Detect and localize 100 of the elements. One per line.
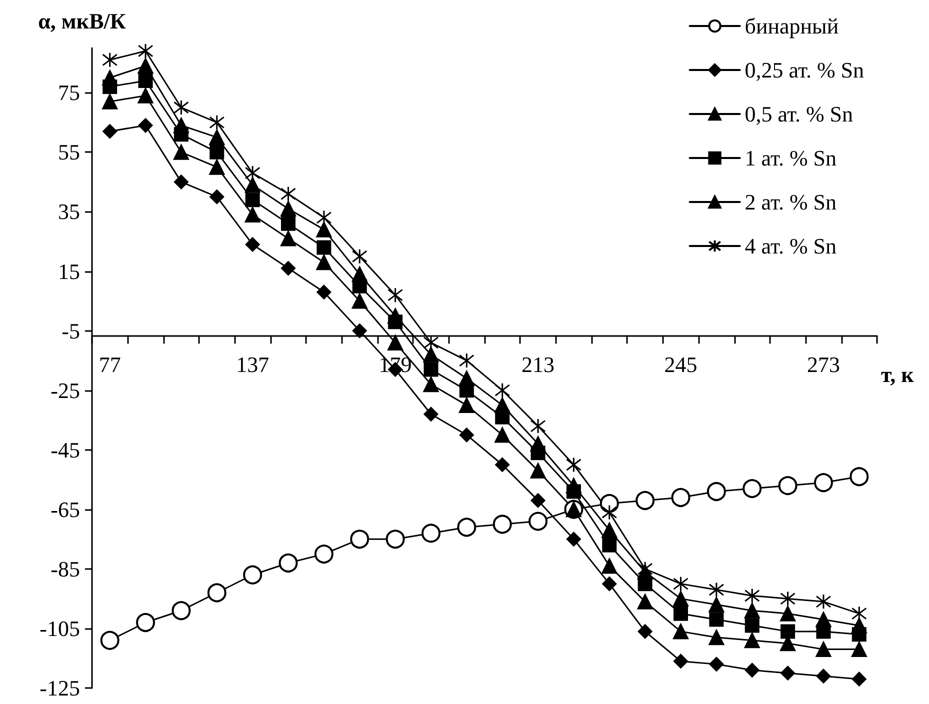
y-tick-label: 55 <box>58 140 80 165</box>
point <box>243 565 262 584</box>
point <box>350 530 370 549</box>
point <box>744 662 760 678</box>
point <box>708 596 724 612</box>
point <box>673 576 688 592</box>
point <box>138 73 153 88</box>
point <box>102 70 118 86</box>
legend-label: 0,25 ат. % Sn <box>744 58 864 82</box>
point <box>174 174 188 190</box>
legend-label: бинарный <box>744 14 839 38</box>
point <box>708 630 724 646</box>
point <box>281 261 296 276</box>
point <box>280 186 296 202</box>
point <box>780 590 796 606</box>
point <box>100 630 120 650</box>
point <box>388 308 404 324</box>
point <box>673 590 688 606</box>
point <box>816 668 831 684</box>
point <box>495 457 510 472</box>
point <box>138 118 153 133</box>
point <box>316 254 332 270</box>
point <box>709 612 724 627</box>
point <box>566 478 582 494</box>
point <box>352 266 368 282</box>
point <box>852 672 866 686</box>
point <box>245 237 260 252</box>
point <box>494 397 510 413</box>
point <box>138 88 154 104</box>
point <box>851 642 867 658</box>
point <box>850 467 869 486</box>
x-tick-label: 137 <box>236 352 270 378</box>
point <box>244 206 260 222</box>
point <box>458 352 474 368</box>
point <box>280 230 296 246</box>
point <box>602 558 618 574</box>
point <box>566 532 581 546</box>
point <box>673 624 688 640</box>
x-tick-label: 213 <box>522 352 555 378</box>
point <box>210 190 224 204</box>
point <box>674 654 688 668</box>
point <box>102 124 118 139</box>
point <box>814 473 833 492</box>
point <box>566 456 582 472</box>
point <box>494 427 510 443</box>
point <box>424 362 438 377</box>
point <box>244 165 260 181</box>
point <box>744 588 760 604</box>
point <box>423 346 439 362</box>
point <box>388 287 404 303</box>
point <box>530 462 546 478</box>
x-tick-label: 77 <box>98 352 121 378</box>
point <box>674 606 688 621</box>
point <box>602 522 618 538</box>
point <box>316 284 332 300</box>
y-tick-label: 35 <box>58 199 80 224</box>
point <box>636 490 655 510</box>
point <box>744 632 760 648</box>
point <box>638 624 652 639</box>
point <box>816 594 832 610</box>
point <box>316 210 332 226</box>
point <box>352 248 368 264</box>
point <box>280 200 296 216</box>
point <box>244 177 260 193</box>
point <box>744 602 760 618</box>
y-tick-label: -25 <box>50 378 80 403</box>
point <box>173 144 189 160</box>
point <box>530 418 546 434</box>
point <box>423 376 439 392</box>
point <box>706 482 726 502</box>
point <box>602 538 617 552</box>
point <box>209 114 225 130</box>
point <box>278 553 298 572</box>
x-axis-title: т, к <box>881 362 914 388</box>
point <box>742 479 762 498</box>
point <box>138 43 154 59</box>
point <box>780 606 796 622</box>
y-tick-label: -65 <box>50 496 80 522</box>
point <box>671 488 690 507</box>
point <box>207 583 226 602</box>
point <box>458 370 474 386</box>
y-tick-label: -45 <box>50 437 80 462</box>
point <box>816 612 832 628</box>
point <box>851 618 867 634</box>
point <box>780 624 796 639</box>
point <box>602 576 617 592</box>
point <box>494 382 510 398</box>
point <box>851 606 867 622</box>
legend-label: 4 ат. % Sn <box>744 234 836 258</box>
point <box>352 324 367 338</box>
point <box>459 428 474 442</box>
point <box>209 130 225 146</box>
point <box>492 514 512 534</box>
point <box>780 666 796 680</box>
point <box>316 222 332 238</box>
point <box>102 52 118 68</box>
point <box>424 406 438 422</box>
point <box>352 293 368 309</box>
point <box>708 582 724 598</box>
point <box>245 192 260 208</box>
